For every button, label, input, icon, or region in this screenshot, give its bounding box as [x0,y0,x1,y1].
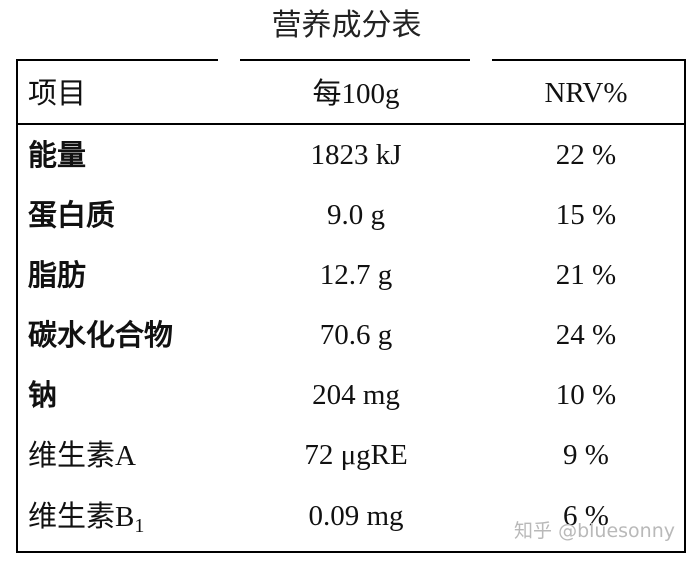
header-divider [18,123,684,125]
nutrient-value: 9.0 g [327,199,385,231]
table-row: 维生素A 72 μgRE 9 % [18,425,684,485]
nutrient-value: 1823 kJ [310,139,402,171]
nutrient-value: 204 mg [312,379,400,411]
border-gap [218,58,240,62]
header-nrv: NRV% [544,77,628,109]
table-row: 碳水化合物 70.6 g 24 % [18,305,684,365]
table-row: 蛋白质 9.0 g 15 % [18,185,684,245]
header-item: 项目 [28,76,87,110]
nutrient-nrv: 9 % [563,439,609,471]
watermark: 知乎 @bluesonny [514,520,675,542]
nutrition-table: 项目 每100g NRV% 能量 1823 kJ 22 % 蛋白质 9.0 g … [16,58,686,553]
table-row: 能量 1823 kJ 22 % [18,125,684,185]
table-row: 脂肪 12.7 g 21 % [18,245,684,305]
nutrient-value: 70.6 g [319,319,393,351]
table-row: 维生素B1 0.09 mg 6 % [18,486,684,546]
nutrient-nrv: 10 % [555,379,617,411]
nutrient-name: 蛋白质 [28,198,116,232]
nutrient-nrv: 21 % [555,259,617,291]
nutrient-name: 能量 [28,138,87,172]
nutrient-nrv: 15 % [555,199,617,231]
nutrient-name: 钠 [28,378,58,412]
header-row: 项目 每100g NRV% [18,63,684,123]
nutrient-name: 维生素B1 [28,499,145,537]
nutrient-value: 0.09 mg [308,500,404,532]
nutrient-name: 脂肪 [28,258,87,292]
nutrient-nrv: 24 % [555,319,617,351]
header-per100: 每100g [312,76,400,110]
nutrient-nrv: 6 % [563,500,609,532]
table-title: 营养成分表 [271,8,422,43]
table-row: 钠 204 mg 10 % [18,365,684,425]
nutrient-value: 72 μgRE [304,439,408,471]
nutrient-value: 12.7 g [319,259,393,291]
nutrient-name: 碳水化合物 [28,318,174,352]
border-gap [470,58,492,62]
nutrient-nrv: 22 % [555,139,617,171]
nutrient-name: 维生素A [28,438,136,472]
